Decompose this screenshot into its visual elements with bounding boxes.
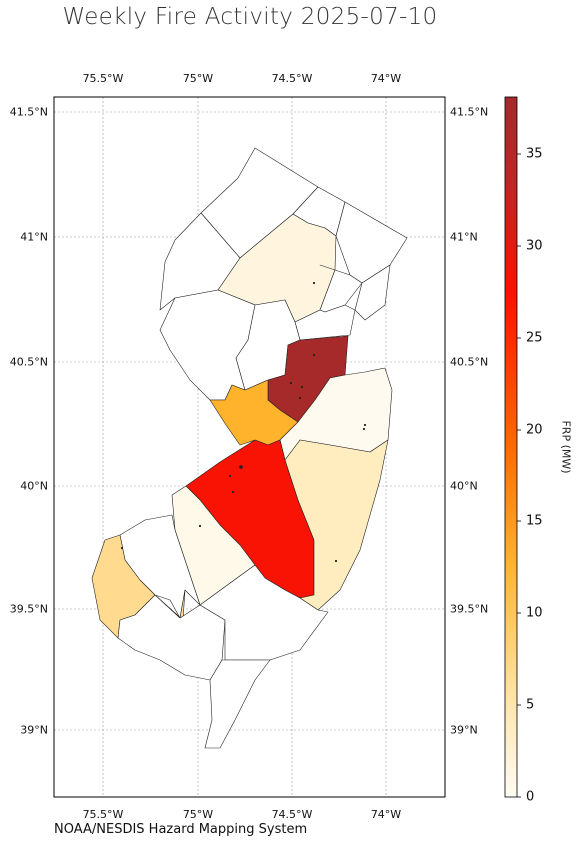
fire-point: [298, 396, 302, 400]
colorbar: [504, 96, 518, 798]
colorbar-tick-label: 0: [526, 789, 535, 805]
lat-label-left: 41.5°N: [9, 105, 48, 119]
lon-label-bottom: 75.5°W: [82, 808, 124, 821]
county-bergen: [335, 201, 408, 284]
fire-point: [312, 281, 316, 285]
fire-point: [120, 546, 124, 550]
lon-label-bottom: 74.5°W: [271, 808, 313, 821]
fire-point: [289, 381, 293, 385]
colorbar-label: FRP (MW): [559, 420, 573, 474]
lat-label-left: 41°N: [20, 230, 48, 244]
lon-label-top: 75°W: [182, 72, 214, 85]
lat-label-right: 39°N: [450, 723, 478, 737]
fire-point: [239, 465, 243, 469]
lat-label-left: 40°N: [20, 479, 48, 493]
lon-label-bottom: 75°W: [182, 808, 214, 821]
county-mercer: [209, 379, 299, 446]
fire-detections: [120, 281, 367, 563]
lat-label-right: 41.5°N: [450, 105, 489, 119]
colorbar-tick-label: 20: [526, 422, 543, 438]
fire-point: [312, 353, 316, 357]
fire-point: [198, 524, 202, 528]
colorbar-tick-label: 5: [526, 697, 535, 713]
lon-label-top: 74°W: [370, 72, 402, 85]
county-cape-may: [204, 659, 271, 749]
county-hudson: [354, 264, 391, 321]
lon-label-top: 75.5°W: [82, 72, 124, 85]
fire-point: [300, 385, 304, 389]
lon-label-top: 74.5°W: [271, 72, 313, 85]
fire-point: [231, 490, 235, 494]
colorbar-ticks: [517, 153, 521, 798]
map-frame: [53, 96, 446, 798]
county-ocean: [284, 439, 389, 611]
colorbar-tick-label: 10: [526, 605, 543, 621]
county-hunterdon: [159, 289, 256, 401]
lat-label-right: 40.5°N: [450, 355, 489, 369]
county-atlantic: [199, 564, 329, 661]
fire-point: [362, 427, 366, 431]
lon-label-bottom: 74°W: [370, 808, 402, 821]
colorbar-tick-label: 30: [526, 238, 543, 254]
source-credit: NOAA/NESDIS Hazard Mapping System: [54, 822, 308, 837]
lat-label-right: 41°N: [450, 230, 478, 244]
colorbar-tick-label: 15: [526, 513, 543, 529]
fire-point: [228, 474, 232, 478]
colorbar-tick-label: 25: [526, 330, 543, 346]
lat-label-left: 39.5°N: [9, 602, 48, 616]
map-title: Weekly Fire Activity 2025-07-10: [62, 4, 438, 30]
colorbar-tick-label: 35: [526, 146, 543, 162]
fire-point: [363, 423, 367, 427]
lat-label-left: 39°N: [20, 723, 48, 737]
lat-label-right: 40°N: [450, 479, 478, 493]
lat-label-right: 39.5°N: [450, 602, 489, 616]
lat-label-left: 40.5°N: [9, 355, 48, 369]
fire-point: [334, 559, 338, 563]
